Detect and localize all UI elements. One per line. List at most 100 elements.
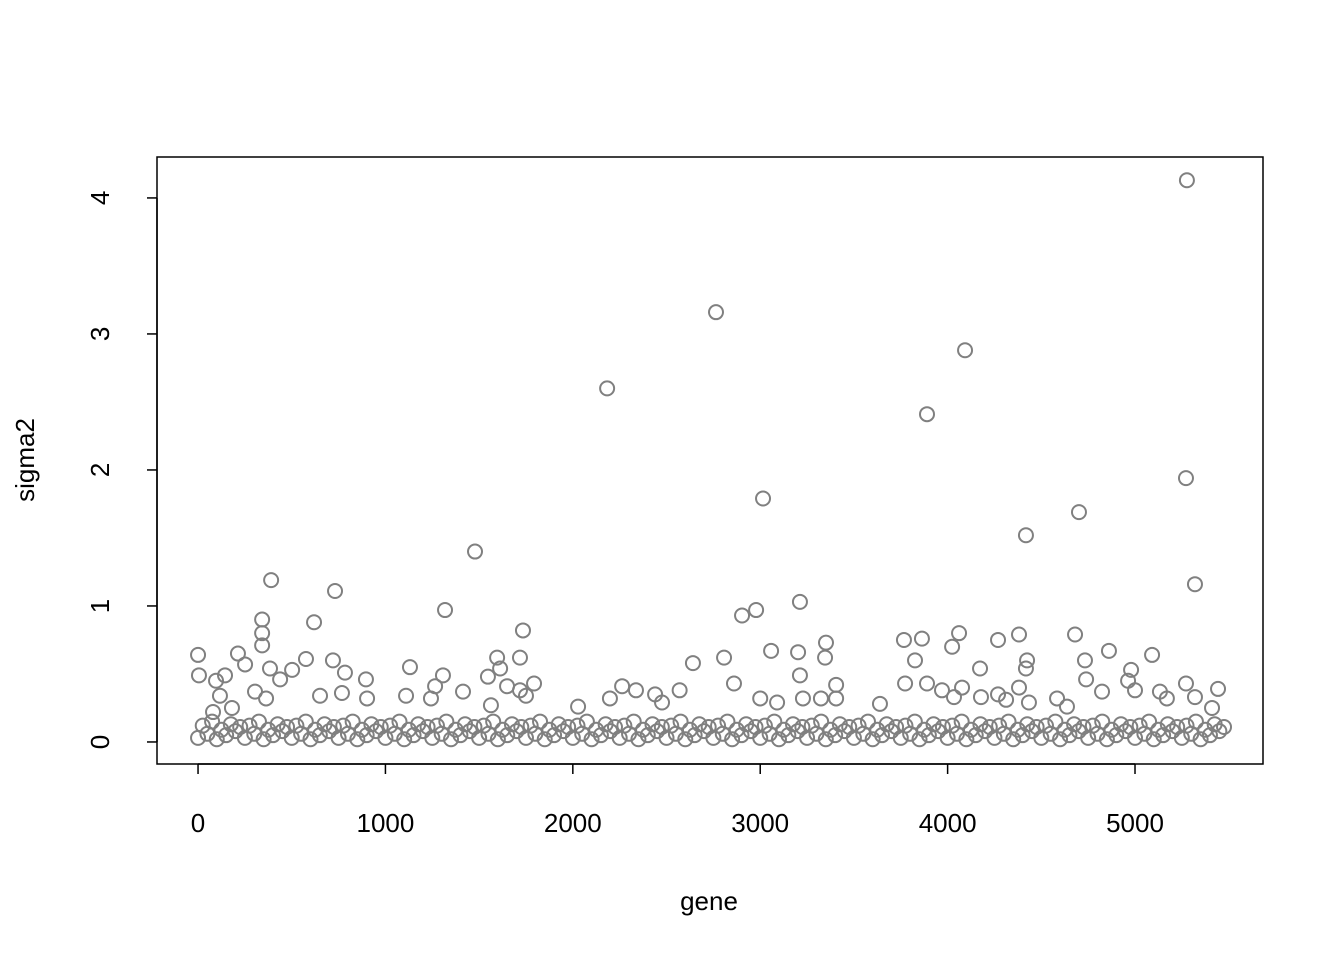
point xyxy=(391,713,408,730)
point xyxy=(1210,680,1227,697)
point xyxy=(755,490,772,507)
point xyxy=(312,687,329,704)
point xyxy=(1017,527,1034,544)
point xyxy=(208,672,225,689)
point xyxy=(790,644,807,661)
point xyxy=(297,651,314,668)
point xyxy=(1144,646,1161,663)
point xyxy=(919,406,936,423)
point xyxy=(601,690,618,707)
point xyxy=(578,713,595,730)
point xyxy=(957,342,974,359)
point xyxy=(336,664,353,681)
y-tick-label: 4 xyxy=(85,191,115,205)
point xyxy=(756,717,773,734)
point xyxy=(1186,689,1203,706)
point xyxy=(1049,690,1066,707)
y-tick-label: 1 xyxy=(85,599,115,613)
point xyxy=(1037,717,1054,734)
point xyxy=(485,713,502,730)
point xyxy=(1178,172,1195,189)
point xyxy=(897,717,914,734)
point xyxy=(828,676,845,693)
point xyxy=(654,694,671,711)
x-tick-label: 0 xyxy=(191,808,205,838)
point xyxy=(475,717,492,734)
point xyxy=(1100,642,1117,659)
point xyxy=(254,637,271,654)
point xyxy=(327,582,344,599)
point xyxy=(895,631,912,648)
point xyxy=(211,687,228,704)
point xyxy=(972,689,989,706)
point xyxy=(1017,660,1034,677)
point xyxy=(443,731,460,748)
point xyxy=(489,649,506,666)
point xyxy=(254,611,271,628)
point xyxy=(953,713,970,730)
y-tick-label: 0 xyxy=(85,735,115,749)
x-tick-label: 5000 xyxy=(1106,808,1164,838)
point xyxy=(217,667,234,684)
point xyxy=(489,731,506,748)
point xyxy=(250,713,267,730)
x-tick-label: 4000 xyxy=(919,808,977,838)
point xyxy=(428,717,445,734)
point xyxy=(190,646,207,663)
point xyxy=(769,694,786,711)
point xyxy=(536,731,553,748)
point xyxy=(324,652,341,669)
point xyxy=(398,687,415,704)
point xyxy=(1084,717,1101,734)
point xyxy=(1131,717,1148,734)
point xyxy=(479,668,496,685)
point xyxy=(482,697,499,714)
point xyxy=(401,659,418,676)
point xyxy=(1187,713,1204,730)
point xyxy=(241,717,258,734)
point xyxy=(492,660,509,677)
point xyxy=(208,731,225,748)
point xyxy=(614,678,631,695)
point xyxy=(625,713,642,730)
point xyxy=(1177,470,1194,487)
point xyxy=(1098,731,1115,748)
point xyxy=(627,682,644,699)
point xyxy=(710,717,727,734)
point xyxy=(766,713,783,730)
point xyxy=(1011,679,1028,696)
point xyxy=(1052,731,1069,748)
point xyxy=(794,690,811,707)
point xyxy=(599,380,616,397)
point xyxy=(335,717,352,734)
point xyxy=(511,649,528,666)
point xyxy=(467,543,484,560)
point xyxy=(813,713,830,730)
point xyxy=(791,667,808,684)
point xyxy=(763,642,780,659)
point xyxy=(190,667,207,684)
point xyxy=(255,731,272,748)
point xyxy=(272,671,289,688)
point xyxy=(725,675,742,692)
point xyxy=(261,660,278,677)
point xyxy=(677,731,694,748)
point xyxy=(944,717,961,734)
point xyxy=(517,687,534,704)
point xyxy=(951,625,968,642)
point xyxy=(791,593,808,610)
x-tick-label: 3000 xyxy=(731,808,789,838)
point xyxy=(437,602,454,619)
point xyxy=(205,704,222,721)
point xyxy=(434,667,451,684)
plot-box xyxy=(156,156,1264,765)
point xyxy=(945,689,962,706)
point xyxy=(671,682,688,699)
point xyxy=(913,630,930,647)
point xyxy=(817,649,834,666)
point xyxy=(1094,683,1111,700)
point xyxy=(1192,731,1209,748)
point xyxy=(919,675,936,692)
point xyxy=(1067,626,1084,643)
point xyxy=(499,678,516,695)
